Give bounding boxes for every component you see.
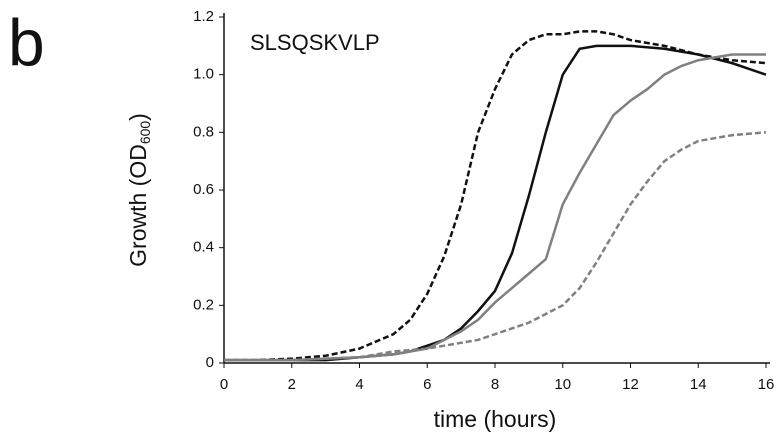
x-tick-label: 0 — [220, 376, 228, 393]
y-tick-label: 0.4 — [193, 239, 214, 256]
x-tick-label: 16 — [758, 376, 775, 393]
y-tick-label: 0 — [206, 354, 214, 371]
y-tick-label: 1.2 — [193, 8, 214, 25]
series-line — [224, 131, 767, 362]
x-tick-label: 10 — [554, 376, 571, 393]
x-tick-label: 6 — [423, 376, 431, 393]
x-tick-label: 2 — [288, 376, 296, 393]
x-tick-label: 8 — [491, 376, 499, 393]
y-tick-label: 0.6 — [193, 181, 214, 198]
y-tick-label: 1.0 — [193, 66, 214, 83]
y-label-main: Growth (OD — [125, 144, 151, 267]
y-tick-label: 0.8 — [193, 123, 214, 140]
x-axis-label: time (hours) — [434, 406, 557, 432]
series-line — [224, 44, 767, 362]
x-tick-label: 4 — [355, 376, 363, 393]
panel-label: b — [8, 5, 45, 79]
x-tick-label: 14 — [690, 376, 707, 393]
series-line — [224, 53, 766, 362]
y-label-end: ) — [125, 113, 151, 121]
y-label-subscript: 600 — [137, 121, 153, 145]
series-line — [224, 30, 767, 362]
x-tick-label: 12 — [622, 376, 639, 393]
y-axis-label: Growth (OD600) — [125, 113, 153, 267]
annotation: SLSQSKVLP — [250, 30, 380, 55]
y-tick-label: 0.2 — [193, 296, 214, 313]
